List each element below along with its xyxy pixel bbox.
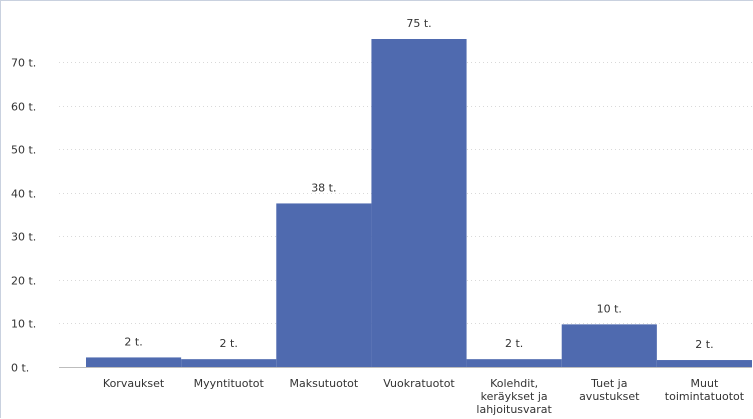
category-label-line: Tuet ja (590, 377, 627, 390)
data-label: 2 t. (124, 335, 142, 348)
y-tick-label: 0 t. (11, 362, 29, 375)
bar[interactable] (86, 357, 182, 367)
category-label-line: keräykset ja (481, 390, 548, 403)
y-axis-ticks: 0 t. 10 t. 20 t. 30 t. 40 t. 50 t. 60 t. 70 t. (11, 57, 36, 375)
bar[interactable] (276, 203, 372, 367)
data-label: 2 t. (220, 337, 238, 350)
category-label: Muut toimintatuotot (665, 377, 745, 403)
bar[interactable] (561, 324, 657, 367)
bar[interactable] (181, 359, 277, 367)
y-tick-label: 20 t. (11, 275, 36, 288)
data-label: 38 t. (311, 181, 336, 194)
category-label: Myyntituotot (194, 377, 265, 390)
category-label: Tuet ja avustukset (579, 377, 640, 403)
category-label: Vuokratuotot (383, 377, 455, 390)
grid-layer (59, 62, 752, 368)
category-label-line: Muut (691, 377, 719, 390)
category-label-line: Myyntituotot (194, 377, 265, 390)
data-label: 2 t. (695, 338, 713, 351)
y-tick-label: 40 t. (11, 188, 36, 201)
bar[interactable] (656, 360, 752, 367)
category-label: Maksutuotot (290, 377, 359, 390)
category-label-line: Korvaukset (103, 377, 165, 390)
category-label-line: lahjoitusvarat (476, 403, 552, 416)
category-label-line: toimintatuotot (665, 390, 745, 403)
y-tick-label: 70 t. (11, 57, 36, 70)
category-label: Kolehdit, keräykset ja lahjoitusvarat (476, 377, 552, 416)
bar[interactable] (466, 359, 562, 367)
bar[interactable] (371, 39, 467, 367)
bars (86, 39, 752, 367)
y-tick-label: 60 t. (11, 101, 36, 114)
category-label: Korvaukset (103, 377, 165, 390)
data-labels: 2 t. 2 t. 38 t. 75 t. 2 t. 10 t. 2 t. (124, 17, 713, 351)
data-label: 75 t. (406, 17, 431, 30)
category-label-line: Maksutuotot (290, 377, 359, 390)
category-label-line: Vuokratuotot (383, 377, 455, 390)
category-labels: Korvaukset Myyntituotot Maksutuotot Vuokrat… (103, 377, 745, 416)
y-tick-label: 50 t. (11, 144, 36, 157)
y-tick-label: 30 t. (11, 231, 36, 244)
category-label-line: avustukset (579, 390, 640, 403)
y-tick-label: 10 t. (11, 318, 36, 331)
data-label: 10 t. (597, 302, 622, 315)
data-label: 2 t. (505, 337, 523, 350)
category-label-line: Kolehdit, (490, 377, 538, 390)
